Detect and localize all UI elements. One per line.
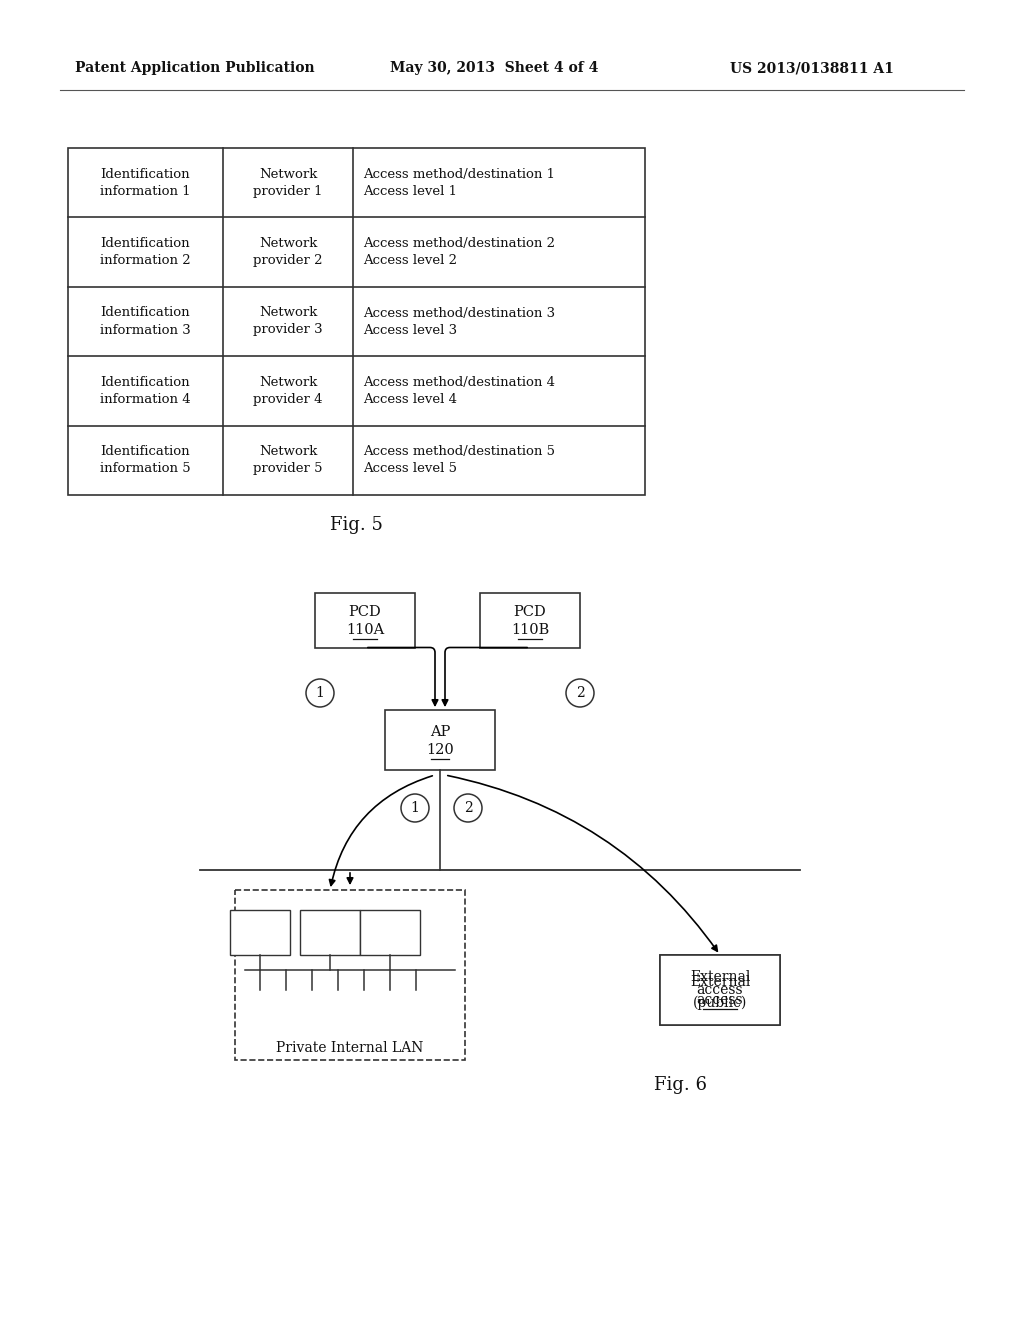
Text: Access method/destination 5
Access level 5: Access method/destination 5 Access level…: [362, 445, 555, 475]
Text: Identification
information 5: Identification information 5: [100, 445, 190, 475]
Text: Identification
information 4: Identification information 4: [100, 376, 190, 407]
Text: access: access: [696, 983, 743, 997]
Text: 2: 2: [575, 686, 585, 700]
Text: PCD: PCD: [348, 605, 381, 619]
Text: External: External: [690, 975, 751, 989]
Bar: [230, 909, 290, 954]
Bar: [360, 909, 420, 954]
Text: Identification
information 2: Identification information 2: [100, 238, 190, 267]
Text: Identification
information 1: Identification information 1: [100, 168, 190, 198]
Text: Fig. 6: Fig. 6: [653, 1076, 707, 1094]
Text: 120: 120: [426, 743, 454, 756]
Text: Access method/destination 3
Access level 3: Access method/destination 3 Access level…: [362, 306, 555, 337]
Text: PCD: PCD: [514, 605, 547, 619]
Text: May 30, 2013  Sheet 4 of 4: May 30, 2013 Sheet 4 of 4: [390, 61, 598, 75]
Text: Network
provider 4: Network provider 4: [253, 376, 323, 407]
Circle shape: [401, 795, 429, 822]
Circle shape: [306, 678, 334, 708]
Text: access: access: [696, 993, 743, 1007]
Text: Private Internal LAN: Private Internal LAN: [276, 1041, 424, 1055]
Bar: [68, 148, 645, 495]
Text: Identification
information 3: Identification information 3: [100, 306, 190, 337]
Text: Network
provider 3: Network provider 3: [253, 306, 323, 337]
Text: 110A: 110A: [346, 623, 384, 638]
Text: Access method/destination 2
Access level 2: Access method/destination 2 Access level…: [362, 238, 555, 267]
Circle shape: [454, 795, 482, 822]
Text: AP: AP: [430, 725, 451, 739]
Text: Network
provider 5: Network provider 5: [253, 445, 323, 475]
Text: 1: 1: [411, 801, 420, 814]
Circle shape: [566, 678, 594, 708]
Text: Network
provider 2: Network provider 2: [253, 238, 323, 267]
Bar: [315, 593, 415, 648]
Text: 110B: 110B: [511, 623, 549, 638]
Bar: [660, 954, 780, 1026]
Text: External: External: [690, 970, 751, 983]
Bar: [300, 909, 360, 954]
Text: US 2013/0138811 A1: US 2013/0138811 A1: [730, 61, 894, 75]
Text: Access method/destination 4
Access level 4: Access method/destination 4 Access level…: [362, 376, 555, 407]
Text: 1: 1: [315, 686, 325, 700]
Text: Access method/destination 1
Access level 1: Access method/destination 1 Access level…: [362, 168, 555, 198]
Bar: [234, 890, 465, 1060]
Text: Network
provider 1: Network provider 1: [253, 168, 323, 198]
Bar: [480, 593, 580, 648]
Text: (public): (public): [693, 995, 748, 1010]
Text: Patent Application Publication: Patent Application Publication: [75, 61, 314, 75]
Bar: [385, 710, 495, 770]
Bar: [660, 954, 780, 1026]
Text: Fig. 5: Fig. 5: [330, 516, 383, 535]
Text: 2: 2: [464, 801, 472, 814]
